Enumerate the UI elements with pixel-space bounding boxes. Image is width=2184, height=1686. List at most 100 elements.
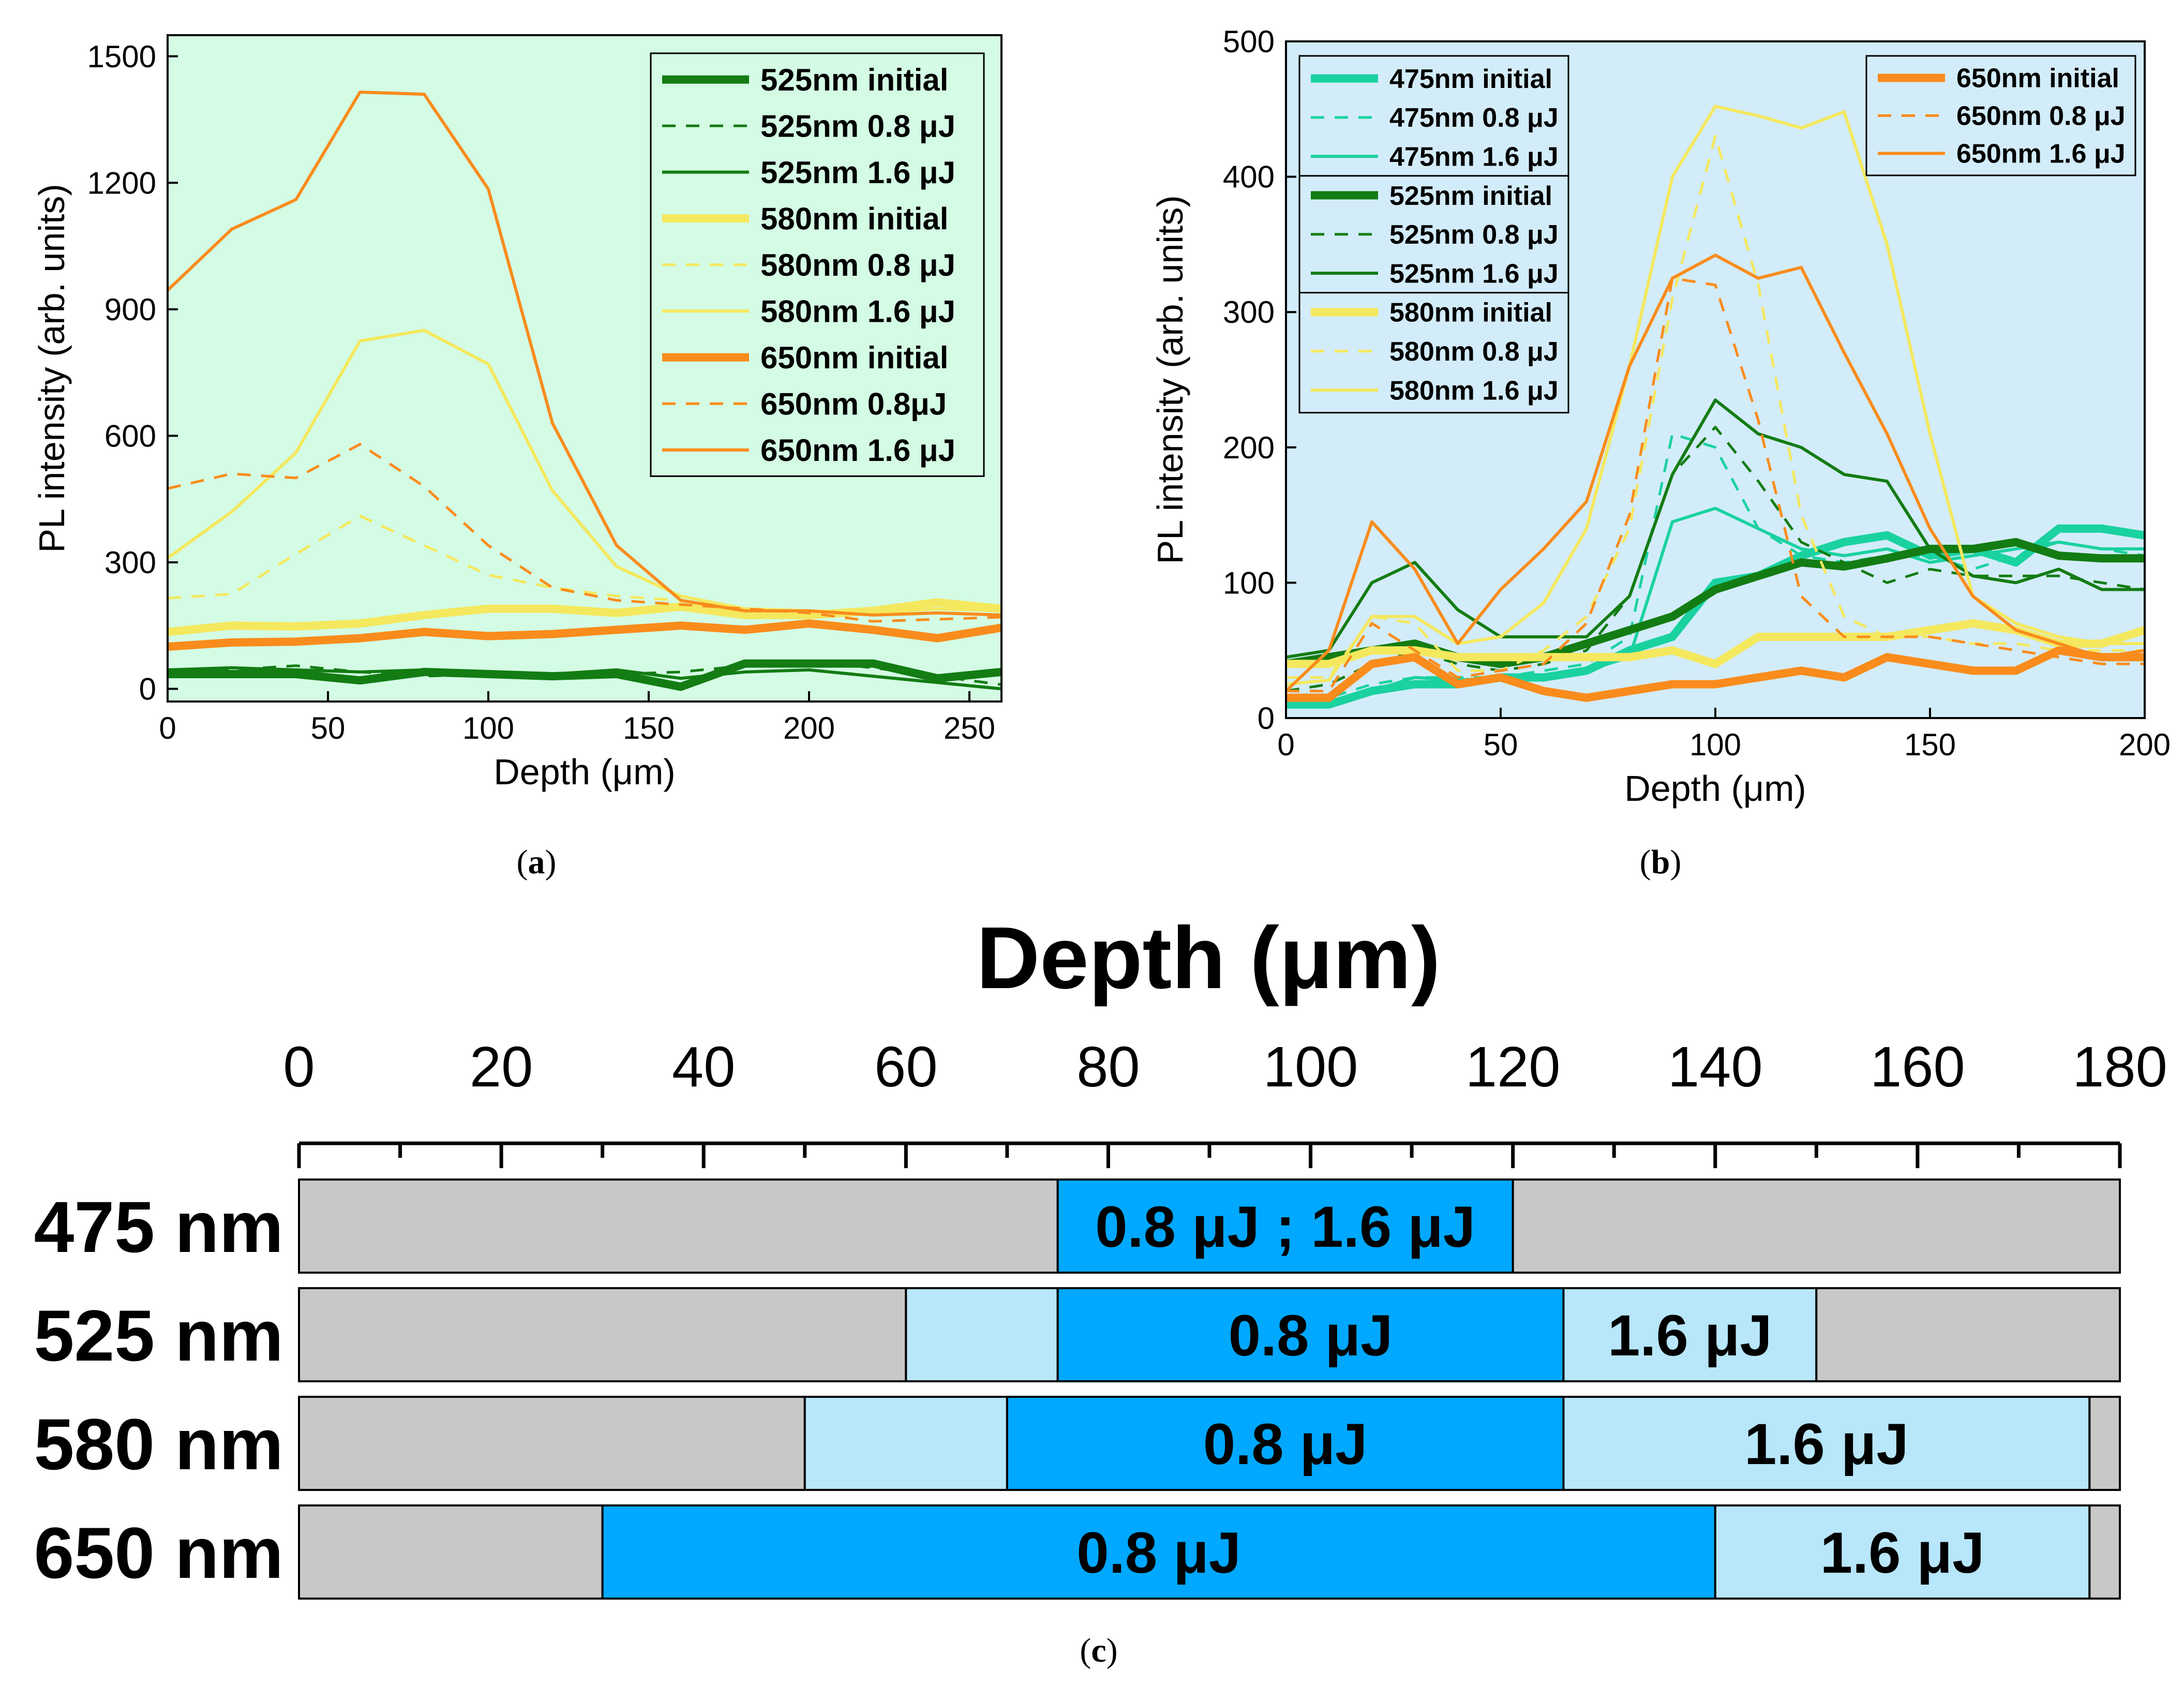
- series-group: [168, 91, 1001, 691]
- caption-c-letter: c: [1091, 1632, 1106, 1669]
- legend-label-650nm-initial: 650nm initial: [1956, 64, 2119, 94]
- legend-label-650nm-initial: 650nm initial: [760, 340, 948, 375]
- plot-background: [168, 35, 1001, 702]
- series-line-525nm-1-6-uj: [168, 666, 1001, 691]
- legend-label-525nm-initial: 525nm initial: [760, 63, 948, 97]
- bar-segment-label: 1.6 μJ: [1744, 1412, 1909, 1476]
- series-line-580nm-1-6-uj: [1286, 105, 2145, 686]
- x-tick-label: 0: [159, 711, 176, 745]
- bar-segment-blue: [601, 1504, 1716, 1600]
- legend-label-580nm-initial: 580nm initial: [1389, 298, 1552, 328]
- chart-panel-b: 0 50 100 150 200 0 100 200 300 400 500 Depth (μm) PL…: [1150, 24, 2171, 809]
- bar-row-650-nm: 650 nm 0.8 μJ 1.6 μJ: [34, 1504, 2121, 1600]
- legend-label-650nm-1-6-uj: 650nm 1.6 μJ: [760, 433, 955, 468]
- c-tick-label: 180: [2072, 1035, 2167, 1099]
- x-tick-label: 0: [1277, 727, 1294, 762]
- x-tick-label: 200: [2119, 727, 2171, 762]
- bar-row-475-nm: 475 nm 0.8 μJ ; 1.6 μJ: [34, 1178, 2121, 1274]
- bar-segment-gray: [298, 1504, 604, 1600]
- bar-segment-gray: [298, 1396, 806, 1491]
- legend-frame: [1298, 55, 1569, 414]
- y-tick-label: 1500: [87, 39, 156, 74]
- legend-label-650nm-1-6-uj: 650nm 1.6 μJ: [1956, 139, 2126, 169]
- legend-label-525nm-0-8-uj: 525nm 0.8 μJ: [1389, 220, 1559, 250]
- series-line-475nm-initial: [1286, 524, 2145, 709]
- legend-label-525nm-1-6-uj: 525nm 1.6 μJ: [760, 155, 955, 190]
- y-tick-label: 600: [104, 419, 156, 453]
- legend-label-580nm-initial: 580nm initial: [760, 201, 948, 236]
- y-tick-label: 300: [104, 545, 156, 580]
- series-line-580nm-0-8-uj: [1286, 135, 2145, 679]
- caption-a: (a): [517, 843, 557, 881]
- c-tick-label: 160: [1870, 1035, 1965, 1099]
- bar-segment-gray: [2088, 1504, 2121, 1600]
- series-line-525nm-1-6-uj: [1286, 398, 2145, 659]
- legend-label-525nm-initial: 525nm initial: [1389, 181, 1552, 211]
- bar-row-525-nm: 525 nm 0.8 μJ 1.6 μJ: [34, 1287, 2121, 1382]
- chart-c-title: Depth (μm): [976, 909, 1440, 1007]
- plot-background: [1286, 41, 2145, 718]
- chart-panel-a: 0 50 100 150 200 250 0 300 600 900 1200 1500 Depth (…: [32, 34, 1003, 792]
- y-tick-label: 200: [1223, 430, 1275, 465]
- bar-segment-label: 0.8 μJ: [1076, 1520, 1241, 1585]
- x-tick-label: 50: [311, 711, 346, 745]
- bar-segment-gray: [1815, 1287, 2121, 1382]
- x-tick-label: 250: [944, 711, 995, 745]
- y-tick-label: 300: [1223, 295, 1275, 330]
- c-tick-label: 80: [1076, 1035, 1140, 1099]
- y-tick-label: 0: [1258, 701, 1275, 736]
- bar-segment-gray: [298, 1178, 1059, 1274]
- bar-segment-label: 0.8 μJ: [1229, 1303, 1393, 1368]
- legend-label-475nm-initial: 475nm initial: [1389, 64, 1552, 94]
- bar-segment-light_blue: [1562, 1287, 1818, 1382]
- y-tick-label: 100: [1223, 565, 1275, 600]
- bar-segment-label: 0.8 μJ ; 1.6 μJ: [1095, 1195, 1475, 1259]
- c-tick-label: 60: [874, 1035, 937, 1099]
- legend-box: 475nm initial 475nm 0.8 μJ 475nm 1.6 μJ 525…: [1298, 55, 1569, 414]
- bar-segment-light_blue: [803, 1396, 1008, 1491]
- series-line-475nm-1-6-uj: [1286, 506, 2145, 706]
- x-tick-label: 100: [1689, 727, 1741, 762]
- legend-label-475nm-1-6-uj: 475nm 1.6 μJ: [1389, 142, 1559, 172]
- plot-frame: [167, 34, 1003, 703]
- chart-panel-c: Depth (μm) 0 20 40 60 80 100 120 140 160 180 475 nm…: [34, 909, 2167, 1600]
- legend-label-475nm-0-8-uj: 475nm 0.8 μJ: [1389, 103, 1559, 133]
- c-tick-label: 0: [283, 1035, 315, 1099]
- bar-segment-label: 1.6 μJ: [1608, 1303, 1772, 1368]
- series-group: [1286, 105, 2145, 709]
- row-label-525-nm: 525 nm: [34, 1295, 283, 1376]
- bar-segment-light_blue: [1714, 1504, 2091, 1600]
- legend-label-580nm-0-8-uj: 580nm 0.8 μJ: [760, 248, 955, 282]
- series-line-650nm-1-6-uj: [1286, 253, 2145, 692]
- x-tick-label: 150: [1904, 727, 1956, 762]
- legend-label-650nm-0-8uj: 650nm 0.8μJ: [760, 386, 947, 421]
- bar-row-580-nm: 580 nm 0.8 μJ 1.6 μJ: [34, 1396, 2121, 1491]
- caption-a-letter: a: [528, 843, 545, 881]
- bar-segment-light_blue: [1562, 1396, 2091, 1491]
- x-tick-label: 150: [623, 711, 675, 745]
- y-tick-label: 400: [1223, 160, 1275, 195]
- bar-segment-gray: [1512, 1178, 2121, 1274]
- caption-b: (b): [1640, 843, 1682, 881]
- x-axis-label: Depth (μm): [1624, 768, 1806, 809]
- y-tick-label: 900: [104, 292, 156, 327]
- c-tick-label: 20: [470, 1035, 533, 1099]
- series-line-650nm-initial: [1286, 646, 2145, 702]
- bar-segment-light_blue: [905, 1287, 1059, 1382]
- series-line-650nm-0-8-uj: [1286, 277, 2145, 693]
- row-label-475-nm: 475 nm: [34, 1186, 283, 1267]
- legend-label-580nm-1-6-uj: 580nm 1.6 μJ: [760, 294, 955, 329]
- caption-c: (c): [1080, 1632, 1117, 1669]
- legend-frame: [1865, 55, 2136, 176]
- y-tick-label: 500: [1223, 24, 1275, 59]
- bar-segment-label: 0.8 μJ: [1203, 1412, 1368, 1476]
- legend-frame: [650, 52, 985, 477]
- series-line-525nm-0-8-uj: [168, 660, 1001, 686]
- legend-label-580nm-1-6-uj: 580nm 1.6 μJ: [1389, 376, 1559, 406]
- caption-b-letter: b: [1651, 843, 1670, 881]
- y-axis-label: PL intensity (arb. units): [1150, 195, 1190, 564]
- series-line-580nm-0-8-uj: [168, 514, 1001, 615]
- legend-label-525nm-1-6-uj: 525nm 1.6 μJ: [1389, 259, 1559, 289]
- legend-box: 525nm initial 525nm 0.8 μJ 525nm 1.6 μJ 580…: [650, 52, 985, 477]
